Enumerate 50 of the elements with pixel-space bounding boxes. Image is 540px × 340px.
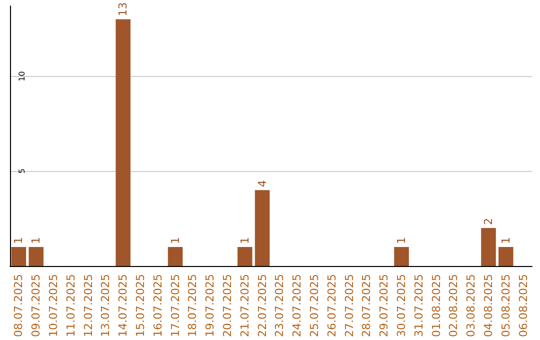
x-tick-label: 17.07.2025 — [168, 274, 182, 338]
x-tick-label: 15.07.2025 — [134, 274, 147, 338]
bar — [168, 247, 183, 266]
data-label: 1 — [168, 237, 182, 244]
x-tick-label: 30.07.2025 — [395, 274, 408, 338]
x-tick-label: 10.07.2025 — [47, 274, 60, 338]
x-tick-label: 28.07.2025 — [360, 274, 374, 338]
x-tick-label: 19.07.2025 — [204, 274, 217, 338]
x-tick-label: 20.07.2025 — [221, 274, 234, 338]
x-tick-label: 02.08.2025 — [447, 274, 460, 338]
data-label: 1 — [30, 237, 43, 244]
x-tick-label: 23.07.2025 — [273, 274, 286, 338]
x-tick-label: 29.07.2025 — [378, 274, 391, 338]
y-tick-label: 5 — [18, 168, 26, 174]
x-tick-label: 09.07.2025 — [30, 274, 43, 338]
data-label: 1 — [499, 237, 512, 244]
bar — [394, 247, 409, 266]
x-tick-label: 04.08.2025 — [482, 274, 495, 338]
y-tick-label: 10 — [18, 71, 26, 82]
x-tick-label: 24.07.2025 — [290, 274, 304, 338]
x-tick-label: 22.07.2025 — [256, 274, 269, 338]
x-tick-label: 11.07.2025 — [64, 274, 78, 338]
bar — [116, 19, 130, 266]
x-tick-label: 27.07.2025 — [342, 274, 356, 338]
x-tick-label: 25.07.2025 — [308, 274, 321, 338]
x-tick-label: 05.08.2025 — [499, 274, 512, 338]
data-label: 4 — [256, 180, 269, 188]
x-tick-label: 01.08.2025 — [430, 274, 443, 338]
x-tick-label: 26.07.2025 — [325, 274, 338, 338]
data-label: 1 — [12, 237, 26, 244]
bar — [254, 190, 270, 266]
x-tick-label: 18.07.2025 — [186, 274, 200, 338]
x-tick-label: 16.07.2025 — [151, 274, 164, 338]
x-tick-label: 06.08.2025 — [516, 274, 530, 338]
x-tick-label: 03.08.2025 — [464, 274, 478, 338]
x-tick-label: 31.07.2025 — [412, 274, 426, 338]
bar — [11, 247, 26, 266]
x-tick-label: 21.07.2025 — [238, 274, 252, 338]
x-tick-label: 12.07.2025 — [82, 274, 95, 338]
data-label: 1 — [238, 237, 252, 244]
bar — [498, 247, 514, 266]
bar — [238, 247, 252, 266]
data-label: 1 — [395, 237, 408, 244]
x-tick-label: 08.07.2025 — [12, 274, 26, 338]
bar — [28, 247, 44, 266]
bar — [481, 228, 496, 266]
x-tick-label: 14.07.2025 — [116, 274, 130, 338]
data-label: 2 — [482, 218, 495, 226]
data-label: 13 — [116, 2, 130, 16]
x-tick-label: 13.07.2025 — [99, 274, 112, 338]
